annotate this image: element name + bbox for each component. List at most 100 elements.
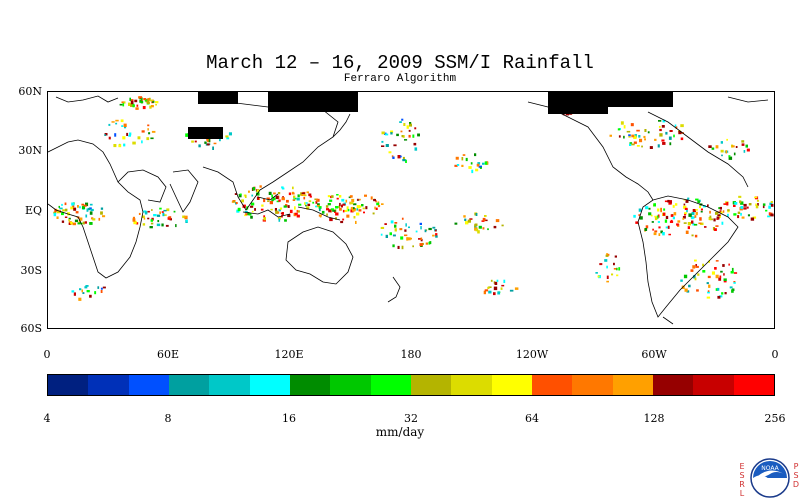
rain-pixel	[74, 219, 78, 223]
rain-pixel	[335, 206, 339, 209]
rain-pixel	[377, 205, 381, 208]
rain-pixel	[613, 262, 615, 266]
rain-pixel	[620, 121, 624, 125]
rain-pixel	[146, 137, 150, 141]
lon-label-0-end: 0	[771, 348, 779, 361]
rain-pixel	[419, 243, 423, 247]
rain-pixel	[707, 275, 711, 279]
logo-letter: P	[793, 462, 799, 471]
rain-pixel	[244, 214, 247, 217]
rain-pixel	[700, 208, 703, 211]
rain-pixel	[493, 286, 498, 291]
rain-pixel	[82, 221, 85, 225]
rain-pixel	[641, 145, 643, 148]
rain-pixel	[658, 233, 661, 236]
rain-pixel	[325, 205, 329, 208]
rain-pixel	[733, 272, 738, 274]
rain-pixel	[241, 199, 244, 203]
rain-pixel	[226, 137, 230, 140]
rain-pixel	[418, 238, 421, 240]
rainfall-pixels	[53, 96, 774, 301]
rain-pixel	[114, 133, 117, 137]
rain-pixel	[477, 230, 480, 234]
rain-pixel	[372, 212, 375, 215]
rain-pixel	[694, 259, 697, 262]
rain-pixel	[261, 204, 264, 207]
rain-pixel	[296, 209, 299, 213]
rain-pixel	[132, 216, 135, 219]
rain-pixel	[676, 223, 679, 226]
colorbar-segment	[733, 375, 774, 395]
rain-pixel	[303, 194, 307, 197]
rain-pixel	[144, 99, 148, 102]
rain-pixel	[465, 221, 469, 225]
rain-pixel	[293, 195, 296, 199]
rain-pixel	[143, 217, 146, 220]
rain-pixel	[717, 214, 721, 216]
rain-pixel	[770, 213, 774, 217]
rain-pixel	[228, 132, 232, 136]
rain-pixel	[752, 216, 757, 219]
rain-pixel	[132, 218, 136, 222]
rain-pixel	[392, 156, 395, 159]
rain-pixel	[740, 201, 744, 205]
rain-pixel	[743, 150, 746, 153]
rain-pixel	[355, 220, 357, 224]
rain-pixel	[687, 222, 691, 226]
rain-pixel	[402, 156, 405, 161]
rain-pixel	[414, 127, 417, 130]
rain-pixel	[304, 202, 306, 205]
rain-pixel	[677, 220, 681, 223]
rain-pixel	[408, 129, 411, 132]
rain-pixel	[149, 99, 153, 102]
rain-pixel	[342, 218, 345, 221]
lon-label-60w: 60W	[641, 348, 667, 361]
rain-pixel	[361, 204, 364, 207]
rain-pixel	[708, 145, 712, 148]
rain-pixel	[414, 147, 418, 151]
rain-pixel	[281, 197, 285, 201]
rain-pixel	[94, 291, 97, 295]
rain-pixel	[71, 202, 75, 206]
rain-pixel	[277, 192, 281, 195]
rain-pixel	[719, 206, 722, 210]
rain-pixel	[723, 280, 727, 283]
rain-pixel	[706, 296, 711, 299]
rain-pixel	[256, 196, 259, 200]
rain-pixel	[303, 196, 306, 200]
rain-pixel	[77, 222, 81, 225]
rain-pixel	[768, 205, 771, 209]
rain-pixel	[401, 245, 404, 250]
rain-pixel	[167, 217, 171, 220]
rain-pixel	[339, 195, 342, 198]
rain-pixel	[155, 104, 157, 106]
rain-pixel	[700, 210, 703, 213]
rain-pixel	[719, 210, 722, 213]
rain-pixel	[326, 208, 330, 211]
rain-pixel	[723, 203, 727, 205]
rain-pixel	[370, 196, 373, 200]
rain-pixel	[647, 131, 650, 134]
rain-pixel	[346, 214, 350, 218]
rain-pixel	[198, 144, 201, 148]
rain-pixel	[653, 232, 657, 236]
rain-pixel	[82, 292, 85, 294]
rain-pixel	[244, 194, 247, 198]
rain-pixel	[664, 219, 668, 223]
rain-pixel	[482, 162, 485, 165]
rain-pixel	[78, 220, 81, 224]
rain-pixel	[263, 215, 266, 218]
rain-pixel	[380, 226, 385, 229]
rain-pixel	[140, 97, 143, 101]
rain-pixel	[225, 135, 229, 138]
rain-pixel	[644, 129, 647, 132]
rain-pixel	[654, 215, 657, 218]
rain-pixel	[743, 207, 747, 210]
lat-label-eq: EQ	[24, 204, 42, 217]
rain-pixel	[408, 134, 411, 138]
rain-pixel	[475, 228, 479, 232]
rain-pixel	[381, 203, 384, 205]
rain-pixel	[79, 206, 81, 209]
rain-pixel	[141, 130, 145, 133]
rain-pixel	[393, 144, 397, 147]
